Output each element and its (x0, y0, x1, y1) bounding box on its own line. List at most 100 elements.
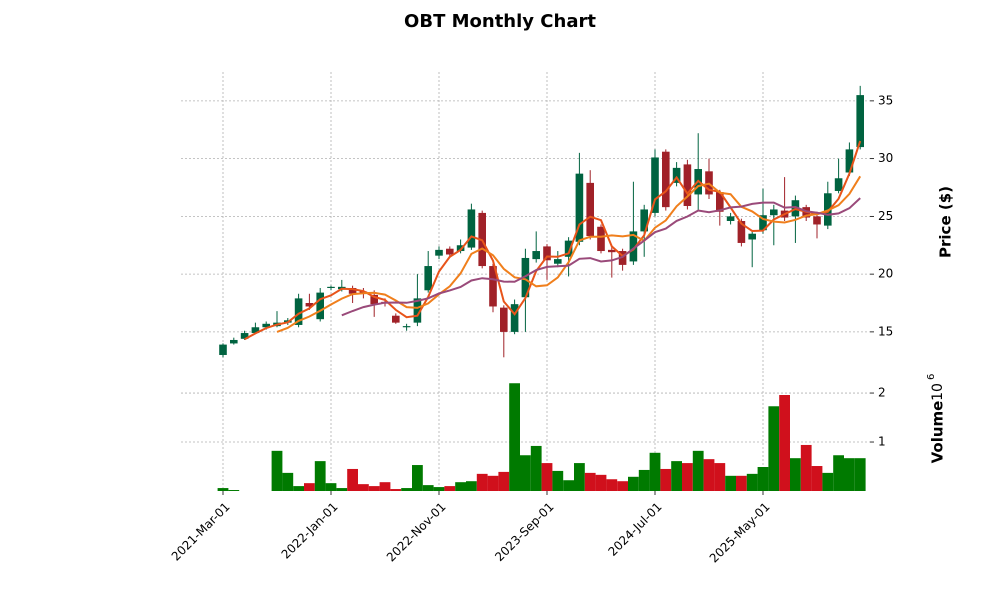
volume-bar (854, 458, 866, 491)
candle-body (629, 231, 638, 262)
candle-body (435, 249, 443, 256)
volume-bar (638, 469, 650, 491)
y-tick-label: 20 (878, 267, 893, 281)
volume-bar (476, 473, 488, 491)
volume-bar (757, 467, 769, 491)
volume-bar (433, 487, 445, 491)
candle-body (456, 245, 465, 252)
volume-bar (844, 458, 855, 491)
volume-offset-exponent: 6 (926, 374, 937, 380)
candle-body (726, 216, 735, 221)
moving-average-line (341, 197, 861, 317)
volume-bar (390, 489, 402, 491)
candle-body (586, 182, 594, 237)
candle-body (856, 95, 864, 148)
candle-body (672, 167, 681, 183)
volume-bar (703, 459, 715, 491)
candle-body (262, 323, 270, 328)
candle-body (467, 209, 476, 248)
volume-bar (412, 465, 423, 491)
volume-bar (790, 458, 801, 491)
candle-body (392, 315, 400, 323)
candle-body (305, 303, 314, 307)
volume-bar (217, 488, 229, 491)
candle-body (770, 209, 778, 216)
candle-body (489, 266, 497, 307)
volume-bar (736, 475, 747, 491)
volume-bar (833, 455, 844, 491)
volume-bar (660, 468, 672, 491)
candle-body (618, 251, 627, 265)
volume-bar (682, 463, 693, 491)
volume-bar (574, 463, 585, 491)
volume-bar (811, 466, 823, 491)
y-tick-label: 25 (878, 209, 893, 223)
candle-body (716, 192, 724, 212)
volume-bar (563, 480, 574, 491)
candle-body (543, 246, 551, 261)
candle-body (748, 233, 756, 240)
volume-bar (649, 452, 661, 491)
volume-bar (304, 483, 315, 491)
volume-bar (692, 450, 704, 491)
candle-body (834, 178, 843, 191)
candle-body (564, 240, 573, 257)
moving-average-line (276, 175, 862, 333)
volume-tick-label: 1 (878, 435, 886, 449)
volume-bar (746, 473, 758, 491)
volume-bar (822, 472, 834, 491)
candle-body (402, 326, 411, 328)
volume-bar (725, 475, 736, 491)
volume-bar (379, 482, 391, 491)
candle-body (759, 215, 767, 231)
candle-body (813, 216, 821, 225)
candle-body (500, 307, 508, 332)
candle-body (446, 248, 454, 255)
volume-bar (498, 471, 510, 491)
volume-bar (800, 444, 812, 491)
volume-bar (552, 470, 564, 491)
candle-body (554, 259, 562, 264)
volume-bar (466, 481, 477, 491)
candle-body (327, 286, 335, 288)
candle-body (597, 226, 605, 252)
y-tick-label: 15 (878, 324, 893, 338)
volume-bar (595, 474, 607, 491)
candle-body (608, 249, 616, 253)
candle-body (737, 221, 746, 243)
candle-body (640, 209, 648, 232)
volume-bar (271, 450, 283, 491)
candle-body (413, 298, 422, 323)
candle-body (348, 287, 357, 294)
volume-bar (671, 461, 682, 491)
volume-bar (228, 490, 240, 491)
volume-bar (336, 488, 348, 491)
chart-title: OBT Monthly Chart (404, 11, 596, 32)
candle-body (510, 304, 519, 332)
volume-axis-label: Volume (929, 401, 947, 464)
candle-body (251, 327, 260, 334)
volume-bar (584, 472, 596, 491)
volume-bar (444, 486, 456, 491)
candle-body (575, 173, 584, 242)
volume-bar (628, 476, 639, 491)
volume-offset: 10 6 (926, 374, 946, 401)
volume-bar (293, 486, 304, 491)
candle-body (651, 157, 659, 213)
y-tick-label: 30 (878, 151, 893, 165)
volume-tick-label: 2 (878, 386, 886, 400)
candle-body (662, 151, 670, 208)
candle-body (219, 344, 227, 355)
candle-body (370, 294, 378, 305)
y-tick-label: 35 (878, 93, 893, 107)
volume-bar (314, 461, 326, 491)
candle-body (230, 339, 238, 344)
candle-body (532, 251, 540, 260)
volume-bar (401, 488, 412, 491)
volume-offset-base: 10 (930, 383, 946, 401)
volume-bar (325, 483, 337, 491)
volume-bar (422, 485, 434, 491)
marks-layer (217, 85, 866, 491)
